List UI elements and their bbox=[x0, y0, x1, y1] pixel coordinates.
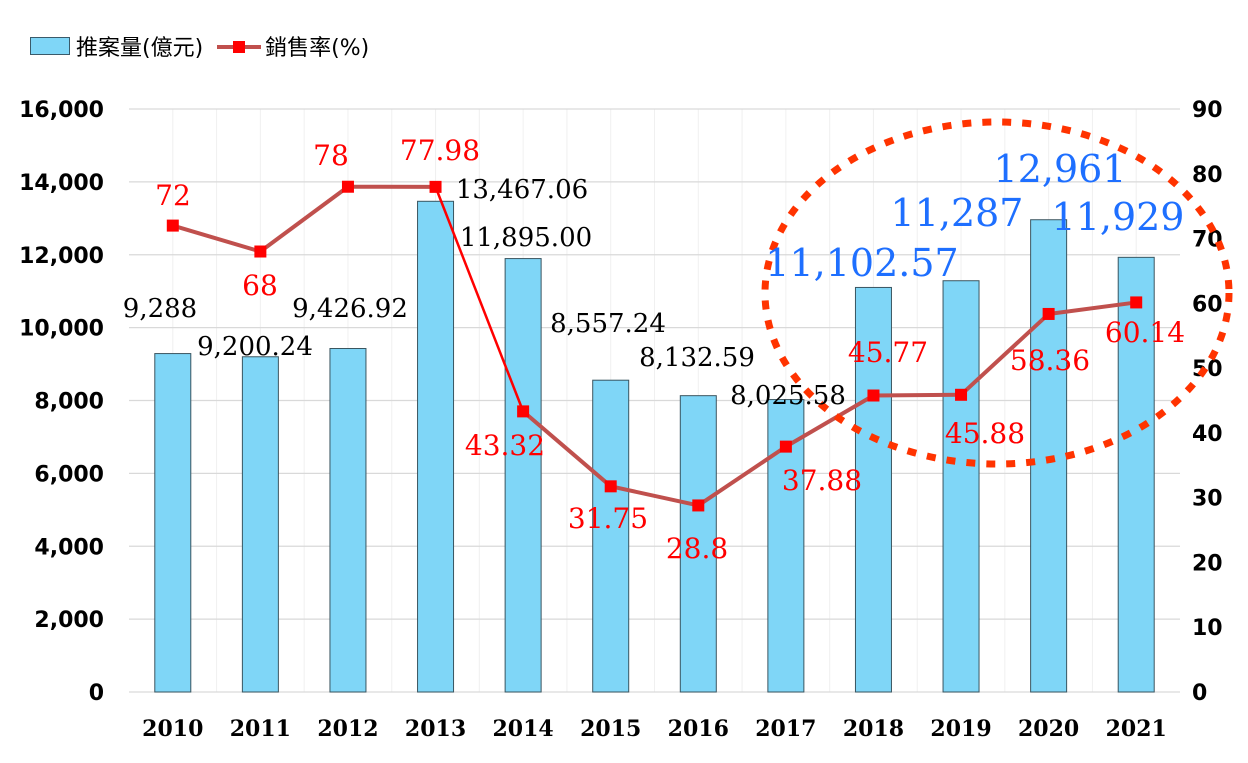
legend-line-label: 銷售率(%) bbox=[265, 36, 370, 61]
legend: 推案量(億元) 銷售率(%) bbox=[30, 30, 369, 62]
legend-bar-label: 推案量(億元) bbox=[76, 36, 204, 61]
bar-2021 bbox=[1117, 256, 1155, 693]
right-axis-tick-label: 90 bbox=[1192, 98, 1223, 123]
bar-2011 bbox=[241, 356, 279, 693]
line-segment bbox=[959, 312, 1050, 397]
x-axis-tick-label: 2018 bbox=[843, 716, 904, 742]
left-axis-tick-label: 6,000 bbox=[34, 462, 104, 487]
line-data-label: 58.36 bbox=[1010, 344, 1090, 377]
bar-data-label: 9,426.92 bbox=[292, 294, 408, 324]
x-axis-tick-label: 2020 bbox=[1018, 716, 1079, 742]
x-axis-tick-label: 2021 bbox=[1106, 716, 1167, 742]
line-marker-2017 bbox=[779, 440, 792, 453]
bar-data-label: 13,467.06 bbox=[456, 175, 588, 205]
line-segment bbox=[784, 393, 875, 449]
line-data-label: 37.88 bbox=[782, 464, 862, 497]
bar-2018 bbox=[854, 286, 892, 693]
line-segment bbox=[172, 223, 261, 254]
bar-2016 bbox=[679, 395, 717, 693]
line-marker-2011 bbox=[254, 245, 267, 258]
bar-data-label: 11,895.00 bbox=[460, 223, 592, 253]
left-axis-tick-label: 12,000 bbox=[19, 244, 104, 269]
line-segment bbox=[521, 409, 613, 488]
x-axis-tick-label: 2015 bbox=[580, 716, 641, 742]
x-axis-tick-label: 2011 bbox=[230, 716, 291, 742]
line-data-label: 43.32 bbox=[465, 429, 545, 462]
x-axis-tick-label: 2014 bbox=[493, 716, 554, 742]
line-data-label: 45.88 bbox=[945, 417, 1025, 450]
line-segment bbox=[873, 392, 962, 398]
line-marker-2013 bbox=[429, 180, 442, 193]
line-segment bbox=[697, 444, 787, 508]
line-marker-2014 bbox=[517, 405, 530, 418]
bar-data-label: 9,288 bbox=[123, 294, 197, 324]
line-marker-2016 bbox=[692, 499, 705, 512]
line-data-label: 68 bbox=[242, 269, 278, 302]
bar-2010 bbox=[154, 353, 192, 693]
legend-line-swatch bbox=[217, 38, 262, 54]
line-marker-2012 bbox=[341, 180, 354, 193]
line-marker-2021 bbox=[1130, 296, 1143, 309]
left-axis-tick-label: 14,000 bbox=[19, 171, 104, 196]
bar-2014 bbox=[504, 258, 542, 693]
line-segment bbox=[1048, 300, 1137, 316]
line-segment bbox=[610, 484, 699, 508]
line-segment bbox=[434, 186, 525, 412]
x-axis-tick-label: 2017 bbox=[755, 716, 816, 742]
line-data-label: 45.77 bbox=[848, 336, 928, 369]
right-axis-tick-label: 80 bbox=[1192, 163, 1223, 188]
line-marker-2018 bbox=[867, 389, 880, 402]
right-axis-tick-label: 20 bbox=[1192, 551, 1223, 576]
bar-data-label: 12,961 bbox=[994, 147, 1127, 191]
highlight-ellipse bbox=[761, 118, 1233, 468]
x-axis-tick-label: 2019 bbox=[930, 716, 991, 742]
bar-data-label: 8,025.58 bbox=[730, 381, 846, 411]
left-axis-tick-label: 10,000 bbox=[19, 317, 104, 342]
legend-bar-swatch bbox=[30, 37, 70, 55]
bar-data-label: 9,200.24 bbox=[197, 332, 313, 362]
bar-2013 bbox=[417, 200, 455, 693]
line-marker-2010 bbox=[166, 219, 179, 232]
x-axis-tick-label: 2010 bbox=[142, 716, 203, 742]
line-marker-2019 bbox=[955, 388, 968, 401]
x-axis-tick-label: 2016 bbox=[668, 716, 729, 742]
x-axis-tick-label: 2013 bbox=[405, 716, 466, 742]
bar-data-label: 11,102.57 bbox=[765, 241, 958, 285]
bar-2015 bbox=[592, 379, 630, 693]
right-axis-tick-label: 0 bbox=[1192, 681, 1207, 706]
line-data-label: 77.98 bbox=[400, 134, 480, 167]
left-axis-tick-label: 0 bbox=[89, 681, 104, 706]
line-marker-2020 bbox=[1042, 307, 1055, 320]
bar-data-label: 8,557.24 bbox=[550, 309, 666, 339]
line-data-label: 78 bbox=[313, 139, 349, 172]
bar-2019 bbox=[942, 280, 980, 693]
right-axis-tick-label: 60 bbox=[1192, 292, 1223, 317]
line-data-label: 72 bbox=[155, 179, 191, 212]
bar-2012 bbox=[329, 348, 367, 693]
bar-2020 bbox=[1030, 219, 1068, 693]
left-axis-tick-label: 16,000 bbox=[19, 98, 104, 123]
line-marker-2015 bbox=[604, 480, 617, 493]
left-axis-tick-label: 4,000 bbox=[34, 535, 104, 560]
line-data-label: 28.8 bbox=[666, 532, 728, 565]
bar-data-label: 11,287 bbox=[891, 191, 1024, 235]
right-axis-tick-label: 30 bbox=[1192, 487, 1223, 512]
line-data-label: 31.75 bbox=[568, 502, 648, 535]
right-axis-tick-label: 10 bbox=[1192, 616, 1223, 641]
line-segment bbox=[259, 185, 350, 254]
x-axis-tick-label: 2012 bbox=[317, 716, 378, 742]
line-data-label: 60.14 bbox=[1105, 316, 1185, 349]
right-axis-tick-label: 40 bbox=[1192, 422, 1223, 447]
bar-data-label: 11,929 bbox=[1052, 195, 1185, 239]
bar-data-label: 8,132.59 bbox=[639, 343, 755, 373]
left-axis-tick-label: 2,000 bbox=[34, 608, 104, 633]
left-axis-tick-label: 8,000 bbox=[34, 390, 104, 415]
